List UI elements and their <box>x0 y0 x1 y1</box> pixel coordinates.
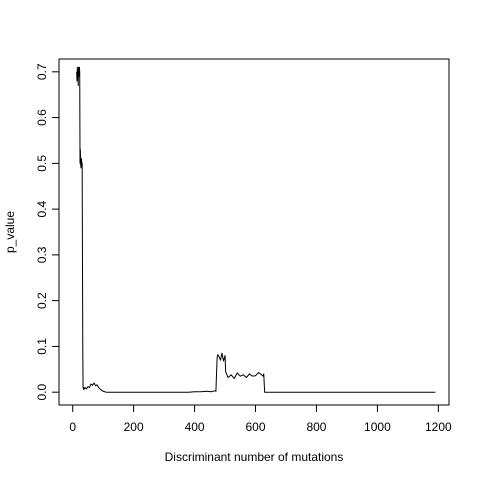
y-tick-label: 0.5 <box>35 155 49 172</box>
x-tick-label: 1200 <box>425 420 452 434</box>
y-tick-label: 0.4 <box>35 200 49 217</box>
y-tick-label: 0.3 <box>35 246 49 263</box>
y-axis: 0.0 0.1 0.2 0.3 0.4 0.5 0.6 0.7 <box>35 63 60 401</box>
y-tick-label: 0.2 <box>35 292 49 309</box>
x-axis: 0 200 400 600 800 1000 1200 <box>69 404 452 434</box>
x-tick-label: 200 <box>124 420 144 434</box>
y-tick-label: 0.0 <box>35 384 49 401</box>
y-tick-label: 0.6 <box>35 109 49 126</box>
series-line <box>76 66 436 393</box>
y-tick-label: 0.7 <box>35 63 49 80</box>
series-layer <box>76 66 436 393</box>
x-axis-title: Discriminant number of mutations <box>165 450 344 464</box>
x-tick-label: 400 <box>185 420 205 434</box>
x-tick-label: 0 <box>69 420 76 434</box>
y-tick-label: 0.1 <box>35 338 49 355</box>
x-tick-label: 800 <box>306 420 326 434</box>
plot-box <box>58 58 450 406</box>
x-tick-label: 1000 <box>364 420 391 434</box>
x-tick-label: 600 <box>246 420 266 434</box>
y-axis-title: p_value <box>3 211 17 253</box>
